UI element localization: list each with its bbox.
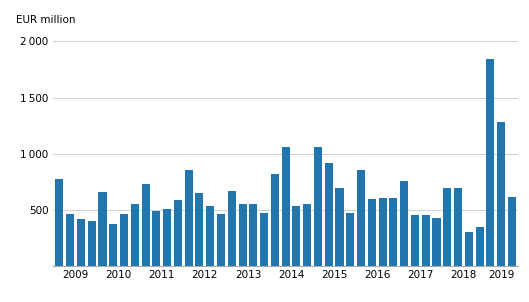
Bar <box>152 211 160 266</box>
Bar <box>325 162 333 266</box>
Bar <box>281 147 290 266</box>
Bar <box>476 227 484 266</box>
Bar <box>443 188 451 266</box>
Bar <box>357 170 365 266</box>
Bar <box>422 215 430 266</box>
Bar <box>120 214 128 266</box>
Bar <box>486 59 495 266</box>
Bar <box>346 213 354 266</box>
Bar <box>368 199 376 266</box>
Bar <box>174 200 182 266</box>
Text: EUR million: EUR million <box>16 15 75 25</box>
Bar <box>249 204 258 266</box>
Bar <box>185 170 193 266</box>
Bar <box>239 204 247 266</box>
Bar <box>66 214 74 266</box>
Bar <box>217 214 225 266</box>
Bar <box>379 198 387 266</box>
Bar <box>335 188 343 266</box>
Bar <box>77 219 85 266</box>
Bar <box>433 217 441 266</box>
Bar <box>88 221 96 266</box>
Bar <box>109 224 117 266</box>
Bar <box>400 181 408 266</box>
Bar <box>465 232 473 266</box>
Bar <box>56 179 63 266</box>
Bar <box>497 122 505 266</box>
Bar <box>131 204 139 266</box>
Bar <box>293 206 300 266</box>
Bar <box>260 213 268 266</box>
Bar <box>142 185 150 266</box>
Bar <box>98 192 106 266</box>
Bar <box>303 204 311 266</box>
Bar <box>508 197 516 266</box>
Bar <box>163 209 171 266</box>
Bar <box>271 174 279 266</box>
Bar <box>454 188 462 266</box>
Bar <box>411 215 419 266</box>
Bar <box>228 191 236 266</box>
Bar <box>389 198 397 266</box>
Bar <box>195 193 204 266</box>
Bar <box>206 206 214 266</box>
Bar <box>314 147 322 266</box>
